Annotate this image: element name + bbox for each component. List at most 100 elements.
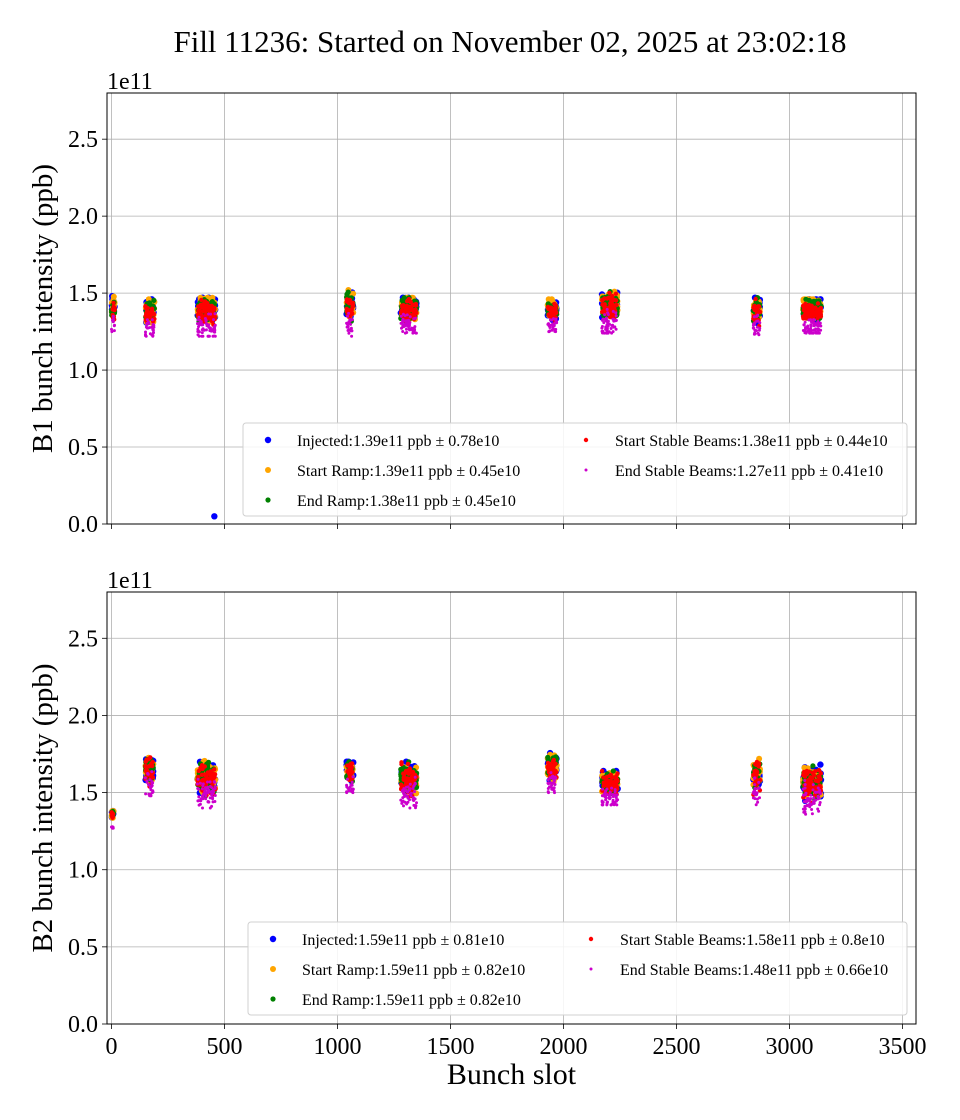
- data-point: [816, 794, 820, 798]
- y-axis-label: B2 bunch intensity (ppb): [27, 663, 59, 952]
- data-point: [146, 772, 150, 775]
- data-point: [550, 787, 554, 791]
- data-point: [151, 333, 155, 337]
- data-point: [817, 809, 821, 813]
- data-point: [405, 761, 411, 767]
- data-point: [601, 775, 606, 780]
- legend-marker: [584, 468, 588, 472]
- data-point: [346, 329, 350, 332]
- data-point: [400, 326, 403, 330]
- data-point: [605, 801, 609, 805]
- data-point: [196, 777, 200, 781]
- data-point: [150, 770, 154, 774]
- data-point: [807, 803, 811, 807]
- data-point: [602, 792, 606, 796]
- data-point: [408, 315, 412, 319]
- data-point: [812, 318, 816, 322]
- data-point: [803, 331, 807, 335]
- data-point: [196, 304, 201, 309]
- data-point: [208, 780, 212, 784]
- data-point: [399, 798, 403, 802]
- data-point: [408, 328, 412, 332]
- data-point: [805, 799, 809, 803]
- data-point: [606, 319, 610, 323]
- data-point: [203, 773, 209, 778]
- data-point: [811, 788, 815, 792]
- data-point: [399, 782, 404, 787]
- data-point: [817, 790, 821, 794]
- data-point: [145, 318, 149, 322]
- data-point: [802, 807, 806, 811]
- data-point: [212, 772, 218, 777]
- data-point: [817, 761, 824, 768]
- data-point: [615, 771, 620, 776]
- data-point: [816, 797, 820, 801]
- data-point: [150, 325, 154, 329]
- legend-marker: [269, 935, 277, 943]
- data-point: [152, 323, 156, 327]
- data-point: [111, 317, 115, 321]
- series-end-stable-beams: [110, 770, 823, 830]
- data-point: [609, 803, 613, 807]
- data-point: [403, 323, 407, 327]
- data-point: [614, 311, 618, 315]
- data-point: [613, 291, 619, 296]
- data-point: [815, 322, 819, 326]
- data-point: [412, 317, 416, 321]
- data-point: [547, 324, 551, 328]
- data-point: [812, 801, 816, 805]
- data-point: [601, 783, 607, 788]
- data-point: [199, 314, 204, 320]
- x-tick-label: 3000: [765, 1034, 813, 1060]
- data-point: [350, 334, 354, 338]
- legend: Injected:1.39e11 ppb ± 0.78e10 Start Ramp…: [242, 422, 908, 517]
- data-point: [200, 787, 204, 791]
- data-point: [412, 799, 416, 802]
- data-point: [345, 777, 349, 781]
- data-point: [206, 759, 212, 765]
- data-point: [604, 789, 608, 793]
- data-point: [803, 779, 807, 782]
- data-point: [204, 797, 208, 801]
- y-tick-label: 2.5: [68, 626, 98, 652]
- data-point: [604, 798, 608, 802]
- y-tick-label: 0.5: [68, 935, 98, 961]
- data-point: [405, 331, 409, 334]
- data-point: [112, 329, 116, 333]
- data-point: [407, 766, 413, 771]
- data-point: [201, 795, 205, 799]
- data-point: [208, 329, 212, 333]
- legend-marker: [264, 436, 272, 444]
- x-tick-label: 1000: [313, 1034, 361, 1060]
- data-point: [195, 782, 199, 786]
- data-point: [146, 310, 151, 316]
- data-point: [815, 301, 821, 306]
- data-point: [608, 796, 612, 799]
- data-point: [600, 799, 604, 803]
- data-point: [196, 333, 200, 337]
- data-point: [612, 303, 617, 308]
- data-point: [549, 771, 553, 775]
- y-tick-label: 2.0: [68, 703, 98, 729]
- data-point: [816, 774, 821, 779]
- legend-marker: [270, 966, 276, 972]
- data-point: [415, 801, 418, 805]
- data-point: [414, 804, 418, 808]
- data-point: [212, 318, 215, 322]
- data-point: [202, 309, 207, 314]
- data-point: [552, 317, 555, 321]
- x-tick-label: 500: [207, 1034, 243, 1060]
- legend-label: Start Ramp:1.39e11 ppb ± 0.45e10: [297, 463, 520, 480]
- data-point: [203, 317, 207, 320]
- data-point: [149, 761, 154, 766]
- data-point: [603, 313, 607, 317]
- data-point: [818, 306, 823, 312]
- data-point: [405, 313, 409, 317]
- data-point: [411, 310, 417, 315]
- b2-axes: 0 500 1000 1500 2000 2500 3000 3500 0.0 0.5 1.0 1.5…: [27, 568, 926, 1091]
- data-point: [819, 324, 823, 328]
- data-point: [809, 793, 813, 797]
- y-tick-label: 1.5: [68, 781, 98, 807]
- data-point: [405, 790, 409, 794]
- data-point: [399, 321, 403, 325]
